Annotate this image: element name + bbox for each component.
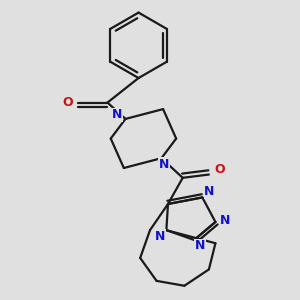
Text: N: N — [204, 185, 215, 198]
Text: O: O — [62, 96, 73, 109]
Text: N: N — [159, 158, 169, 171]
Text: O: O — [214, 163, 225, 176]
Text: N: N — [112, 109, 122, 122]
Text: N: N — [219, 214, 230, 227]
Text: N: N — [155, 230, 166, 242]
Text: N: N — [195, 239, 205, 252]
